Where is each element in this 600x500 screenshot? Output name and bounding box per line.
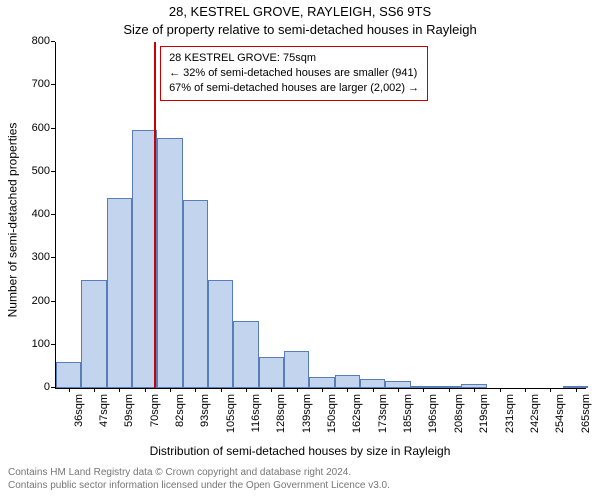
x-tick-label: 139sqm	[301, 394, 313, 444]
annotation-box: 28 KESTREL GROVE: 75sqm ← 32% of semi-de…	[160, 46, 428, 101]
property-marker-line	[154, 42, 156, 388]
x-tick-mark	[195, 388, 196, 392]
x-tick-mark	[69, 388, 70, 392]
y-tick-label: 100	[22, 338, 50, 350]
annotation-line-2: ← 32% of semi-detached houses are smalle…	[169, 66, 419, 81]
figure: { "title_line1": "28, KESTREL GROVE, RAY…	[0, 0, 600, 500]
y-tick-label: 800	[22, 35, 50, 47]
histogram-bar	[208, 280, 233, 388]
x-tick-mark	[423, 388, 424, 392]
footer-line-2: Contains public sector information licen…	[8, 479, 592, 492]
x-tick-mark	[94, 388, 95, 392]
x-tick-mark	[145, 388, 146, 392]
x-tick-mark	[550, 388, 551, 392]
x-tick-label: 59sqm	[123, 394, 135, 444]
x-tick-mark	[347, 388, 348, 392]
histogram-bar	[284, 351, 309, 388]
chart-title-line1: 28, KESTREL GROVE, RAYLEIGH, SS6 9TS	[0, 4, 600, 19]
x-tick-mark	[271, 388, 272, 392]
annotation-line-3: 67% of semi-detached houses are larger (…	[169, 81, 419, 96]
attribution-footer: Contains HM Land Registry data © Crown c…	[8, 466, 592, 492]
x-tick-label: 265sqm	[580, 394, 592, 444]
y-tick-label: 200	[22, 295, 50, 307]
histogram-bar	[107, 198, 132, 388]
histogram-bar	[360, 379, 385, 389]
plot-area: 28 KESTREL GROVE: 75sqm ← 32% of semi-de…	[55, 42, 586, 389]
x-tick-mark	[525, 388, 526, 392]
x-tick-label: 196sqm	[427, 394, 439, 444]
histogram-bar	[335, 375, 360, 388]
histogram-bar	[183, 200, 208, 388]
x-tick-label: 70sqm	[149, 394, 161, 444]
x-tick-label: 82sqm	[174, 394, 186, 444]
x-tick-mark	[170, 388, 171, 392]
y-tick-label: 0	[22, 381, 50, 393]
x-tick-label: 173sqm	[377, 394, 389, 444]
x-tick-label: 150sqm	[326, 394, 338, 444]
x-tick-label: 47sqm	[98, 394, 110, 444]
x-tick-mark	[373, 388, 374, 392]
x-tick-mark	[322, 388, 323, 392]
x-tick-label: 242sqm	[529, 394, 541, 444]
x-tick-mark	[246, 388, 247, 392]
x-tick-mark	[500, 388, 501, 392]
histogram-bar	[81, 280, 106, 388]
x-tick-label: 208sqm	[453, 394, 465, 444]
x-tick-label: 219sqm	[478, 394, 490, 444]
x-tick-label: 105sqm	[225, 394, 237, 444]
y-tick-label: 700	[22, 78, 50, 90]
annotation-line-1: 28 KESTREL GROVE: 75sqm	[169, 51, 419, 66]
chart-subtitle: Size of property relative to semi-detach…	[0, 22, 600, 37]
x-tick-label: 93sqm	[199, 394, 211, 444]
x-tick-label: 128sqm	[275, 394, 287, 444]
y-axis-label: Number of semi-detached properties	[5, 123, 19, 318]
footer-line-1: Contains HM Land Registry data © Crown c…	[8, 466, 592, 479]
y-tick-label: 300	[22, 251, 50, 263]
x-axis-label: Distribution of semi-detached houses by …	[0, 444, 600, 458]
histogram-bar	[233, 321, 258, 388]
x-tick-label: 254sqm	[554, 394, 566, 444]
x-tick-mark	[221, 388, 222, 392]
x-tick-label: 231sqm	[504, 394, 516, 444]
y-axis-label-container: Number of semi-detached properties	[4, 40, 20, 400]
histogram-bar	[309, 377, 334, 388]
x-tick-mark	[576, 388, 577, 392]
x-tick-mark	[119, 388, 120, 392]
y-tick-label: 600	[22, 122, 50, 134]
y-tick-label: 500	[22, 165, 50, 177]
x-tick-label: 185sqm	[402, 394, 414, 444]
histogram-bar	[56, 362, 81, 388]
x-tick-mark	[474, 388, 475, 392]
histogram-bar	[385, 381, 410, 388]
x-tick-label: 36sqm	[73, 394, 85, 444]
x-tick-mark	[297, 388, 298, 392]
x-tick-label: 116sqm	[250, 394, 262, 444]
y-tick-label: 400	[22, 208, 50, 220]
x-tick-mark	[398, 388, 399, 392]
x-tick-mark	[449, 388, 450, 392]
histogram-bar	[259, 357, 284, 388]
histogram-bar	[157, 138, 182, 388]
x-tick-label: 162sqm	[351, 394, 363, 444]
